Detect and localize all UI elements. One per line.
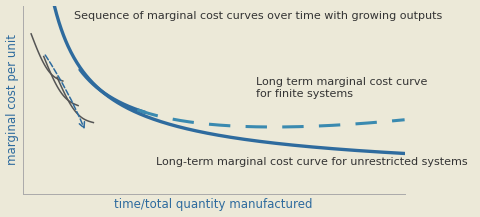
Text: Sequence of marginal cost curves over time with growing outputs: Sequence of marginal cost curves over ti… xyxy=(74,11,443,21)
X-axis label: time/total quantity manufactured: time/total quantity manufactured xyxy=(114,198,313,211)
Text: Long-term marginal cost curve for unrestricted systems: Long-term marginal cost curve for unrest… xyxy=(156,156,468,166)
Text: Long term marginal cost curve
for finite systems: Long term marginal cost curve for finite… xyxy=(256,77,427,99)
Y-axis label: marginal cost per unit: marginal cost per unit xyxy=(6,35,19,165)
